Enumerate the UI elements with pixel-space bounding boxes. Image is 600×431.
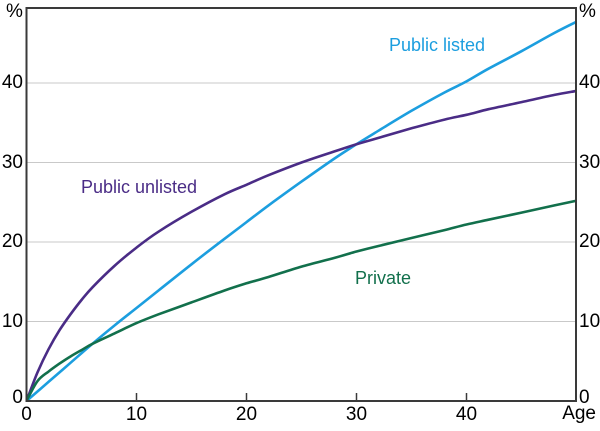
y-tick-label-right-10: 10: [579, 310, 600, 332]
series-label-public-unlisted: Public unlisted: [81, 177, 198, 197]
series-line-public-unlisted: [26, 89, 576, 401]
y-tick-label-left-30: 30: [1, 151, 23, 173]
x-tick-label-20: 20: [235, 404, 258, 425]
y-tick-label-left-10: 10: [1, 310, 23, 332]
series-line-public-listed: [26, 20, 576, 401]
x-tick-label-0: 0: [21, 404, 32, 425]
y-tick-label-right-40: 40: [579, 72, 600, 93]
series-label-public-listed: Public listed: [389, 35, 486, 55]
y-tick-label-left-40: 40: [1, 72, 23, 93]
x-tick-label-40: 40: [455, 404, 478, 425]
series-line-private: [26, 199, 576, 401]
x-axis-title: Age: [562, 403, 596, 424]
y-tick-label-left-0: 0: [12, 387, 23, 408]
plot-frame: [25, 7, 577, 402]
y-axis-unit-left: %: [6, 1, 23, 22]
y-tick-label-right-0: 0: [579, 387, 590, 408]
y-tick-label-left-20: 20: [1, 231, 23, 252]
y-axis-unit-right: %: [579, 1, 596, 22]
x-tick-label-10: 10: [125, 404, 148, 425]
y-tick-label-right-30: 30: [579, 151, 600, 173]
series-label-private: Private: [355, 268, 412, 288]
y-tick-label-right-20: 20: [579, 231, 600, 252]
x-tick-label-30: 30: [345, 404, 368, 425]
